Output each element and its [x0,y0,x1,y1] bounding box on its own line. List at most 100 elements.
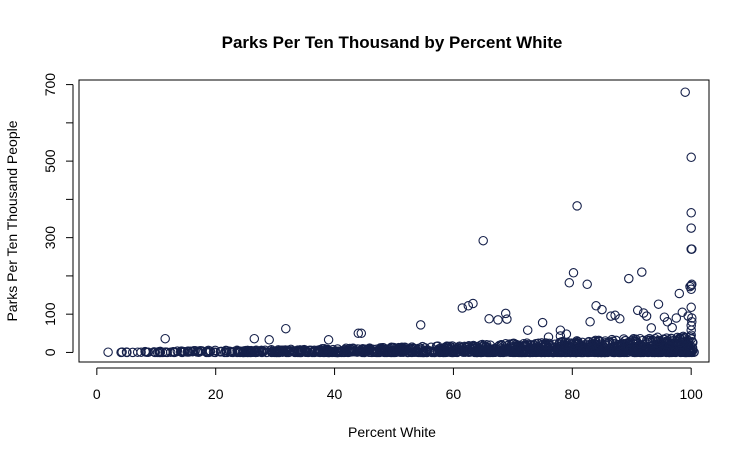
y-tick-label: 700 [42,73,58,97]
chart-title: Parks Per Ten Thousand by Percent White [222,33,563,52]
y-tick-label: 100 [42,302,58,326]
data-point [577,337,588,348]
data-point [407,342,417,352]
data-point [172,346,183,356]
data-point [641,311,652,321]
data-point [116,347,126,358]
data-point [639,342,649,352]
data-point [607,334,617,345]
data-point [397,342,407,353]
x-tick-label: 40 [327,386,343,402]
data-point [533,338,544,348]
data-point [567,346,578,356]
data-point [526,344,537,354]
data-point [543,332,554,342]
data-point [244,347,255,357]
data-point [573,336,583,347]
data-point [646,323,657,333]
data-point [122,347,132,358]
data-point [267,346,277,357]
data-point [625,344,636,355]
data-point [574,347,584,358]
data-point [436,345,446,355]
data-point [308,346,319,356]
data-point [544,339,554,350]
data-point [323,335,334,345]
data-point [412,347,423,357]
data-point [345,346,355,356]
data-point [293,347,303,358]
data-point [624,273,634,284]
data-point [493,315,503,325]
data-point [656,347,666,357]
y-tick-label: 0 [42,348,58,356]
data-point [319,345,329,356]
data-point [427,347,438,357]
data-point [492,345,503,356]
data-point [615,314,625,324]
data-point [614,347,624,358]
data-point [489,343,500,354]
x-axis: 0 20 40 60 80 100 [93,367,703,402]
data-point [356,328,367,339]
data-point [623,337,633,348]
data-point [564,278,575,288]
data-point [647,335,658,346]
data-point [689,347,699,357]
data-point [613,340,623,351]
data-point [484,314,494,324]
data-point [445,347,455,357]
data-point [345,343,355,354]
data-point [556,347,566,358]
data-point [610,310,620,321]
x-tick-label: 20 [208,386,224,402]
data-point [537,317,548,328]
data-point [457,303,468,313]
data-point [215,347,226,357]
data-point [175,347,186,357]
data-point [424,347,435,357]
x-tick-label: 100 [679,386,703,402]
data-point [249,333,260,344]
data-point [210,345,220,356]
data-point [501,347,512,357]
data-point [677,307,688,318]
data-point [585,317,595,327]
data-point [522,325,533,335]
data-point [281,323,291,334]
data-point [603,346,614,356]
data-point [222,347,232,358]
data-point [264,335,274,345]
data-point [472,347,482,358]
data-point [606,311,616,321]
data-point [478,235,488,246]
data-point [686,320,696,331]
x-axis-label: Percent White [348,424,436,440]
data-point [515,347,525,357]
data-point [437,344,447,354]
x-tick-label: 80 [565,386,581,402]
data-point [299,344,309,355]
data-point [675,347,686,358]
data-point [664,341,675,352]
data-point [226,347,237,357]
data-point [417,347,428,357]
data-point [194,347,204,358]
data-point [671,313,682,323]
data-point [687,279,697,290]
data-point [590,347,600,358]
data-point [686,330,696,340]
data-points [103,87,699,358]
data-point [671,336,682,346]
data-point [662,317,673,327]
data-point [455,345,466,355]
data-point [632,305,643,316]
data-point [686,302,696,313]
data-point [502,314,512,324]
data-point [302,347,312,358]
data-point [317,347,328,357]
data-point [686,152,696,163]
data-point [415,320,426,330]
data-point [568,268,579,278]
